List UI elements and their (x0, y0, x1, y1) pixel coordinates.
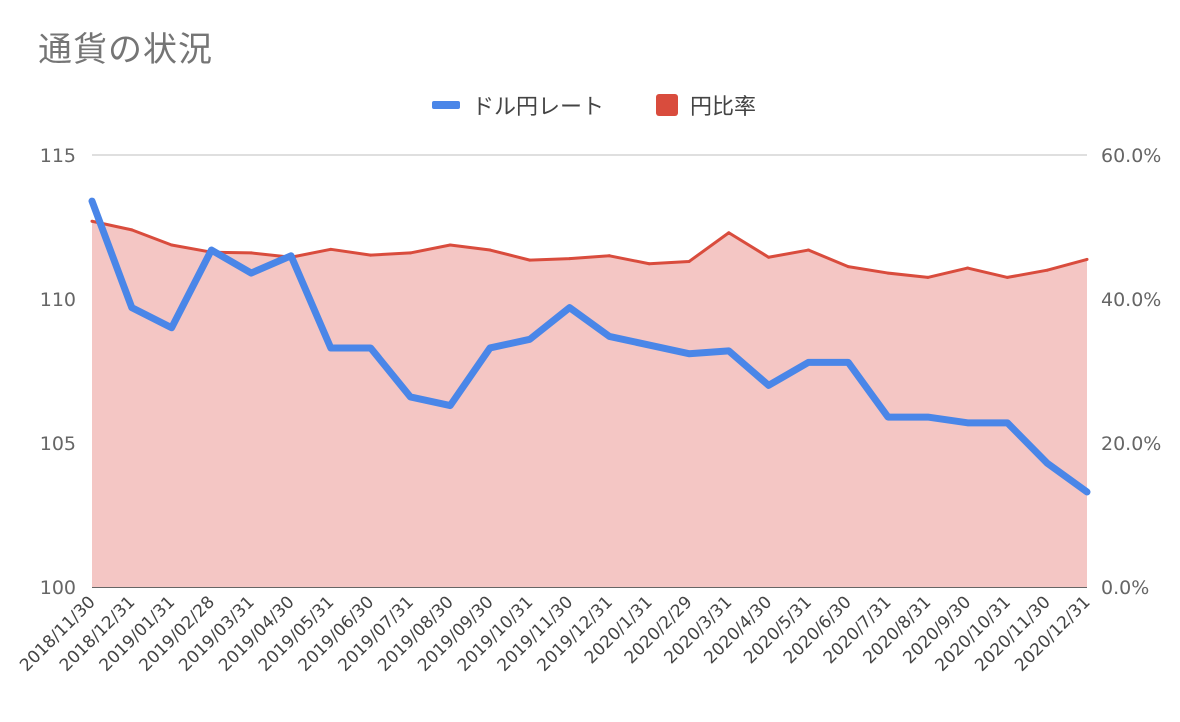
usdjpy-point[interactable] (965, 420, 970, 425)
yen-ratio-point[interactable] (806, 248, 810, 252)
yen-ratio-line (91, 219, 1088, 279)
yen-ratio-point[interactable] (329, 247, 333, 251)
usdjpy-point[interactable] (567, 305, 572, 310)
usdjpy-point[interactable] (726, 348, 731, 353)
usdjpy-point[interactable] (448, 403, 453, 408)
usdjpy-point[interactable] (687, 351, 691, 356)
yen-ratio-point[interactable] (249, 251, 253, 255)
usdjpy-point[interactable] (169, 325, 174, 330)
usdjpy-point[interactable] (90, 199, 94, 204)
legend-label-usdjpy: ドル円レート (472, 95, 605, 120)
usdjpy-point[interactable] (806, 360, 811, 365)
usdjpy-line (88, 197, 1091, 496)
usdjpy-point[interactable] (527, 337, 532, 342)
usdjpy-point[interactable] (607, 334, 612, 339)
yen-ratio-point[interactable] (846, 265, 850, 269)
legend-swatch-usdjpy (432, 101, 460, 109)
left-axis-tick-label: 100 (40, 577, 76, 599)
legend-swatch-yen-ratio (656, 94, 678, 116)
yen-ratio-point[interactable] (886, 271, 890, 275)
legend-item-usdjpy[interactable]: ドル円レート (432, 88, 604, 122)
usdjpy-point[interactable] (408, 394, 413, 399)
left-axis-tick-label: 110 (40, 289, 76, 311)
usdjpy-point[interactable] (846, 360, 851, 365)
yen-ratio-point[interactable] (687, 260, 691, 264)
yen-ratio-point[interactable] (1045, 268, 1049, 272)
yen-ratio-point[interactable] (170, 243, 174, 247)
yen-ratio-area-fill (92, 221, 1087, 588)
usdjpy-point[interactable] (1005, 420, 1010, 425)
yen-ratio-point[interactable] (1085, 257, 1089, 261)
usdjpy-point[interactable] (647, 343, 652, 348)
yen-ratio-point[interactable] (568, 257, 572, 261)
chart-title: 通貨の状況 (38, 30, 213, 70)
legend: ドル円レート 円比率 (0, 88, 1180, 122)
yen-ratio-point[interactable] (408, 251, 412, 255)
yen-ratio-point[interactable] (647, 262, 651, 266)
usdjpy-point[interactable] (289, 253, 293, 258)
right-axis-tick-label: 40.0% (1101, 289, 1161, 311)
usdjpy-line-series (88, 197, 1091, 496)
yen-ratio-point[interactable] (369, 253, 373, 257)
left-axis-tick-label: 105 (40, 433, 76, 455)
yen-ratio-point[interactable] (1005, 275, 1009, 279)
right-axis-tick-label: 60.0% (1101, 145, 1161, 167)
usdjpy-point[interactable] (249, 271, 254, 276)
usdjpy-point[interactable] (328, 345, 333, 350)
yen-ratio-point[interactable] (767, 255, 771, 259)
usdjpy-point[interactable] (488, 345, 492, 350)
usdjpy-point[interactable] (1045, 461, 1050, 466)
right-axis-tick-label: 20.0% (1101, 433, 1161, 455)
usdjpy-point[interactable] (209, 248, 214, 253)
yen-ratio-point[interactable] (528, 258, 532, 262)
yen-ratio-point[interactable] (607, 254, 611, 258)
usdjpy-point[interactable] (925, 415, 930, 420)
yen-ratio-point[interactable] (90, 219, 94, 223)
usdjpy-point[interactable] (368, 345, 373, 350)
yen-ratio-area-series (90, 219, 1089, 588)
usdjpy-point[interactable] (886, 415, 890, 420)
usdjpy-point[interactable] (129, 305, 134, 310)
right-axis-tick-label: 0.0% (1101, 577, 1149, 599)
left-axis-tick-label: 115 (40, 145, 76, 167)
legend-item-yen-ratio[interactable]: 円比率 (656, 88, 756, 122)
legend-label-yen-ratio: 円比率 (690, 95, 757, 120)
yen-ratio-point[interactable] (130, 228, 134, 232)
yen-ratio-point[interactable] (966, 266, 970, 270)
usdjpy-point[interactable] (1085, 489, 1089, 494)
usdjpy-point[interactable] (766, 383, 771, 388)
yen-ratio-point[interactable] (488, 248, 492, 252)
yen-ratio-point[interactable] (448, 243, 452, 247)
yen-ratio-point[interactable] (926, 275, 930, 279)
yen-ratio-point[interactable] (727, 231, 731, 235)
